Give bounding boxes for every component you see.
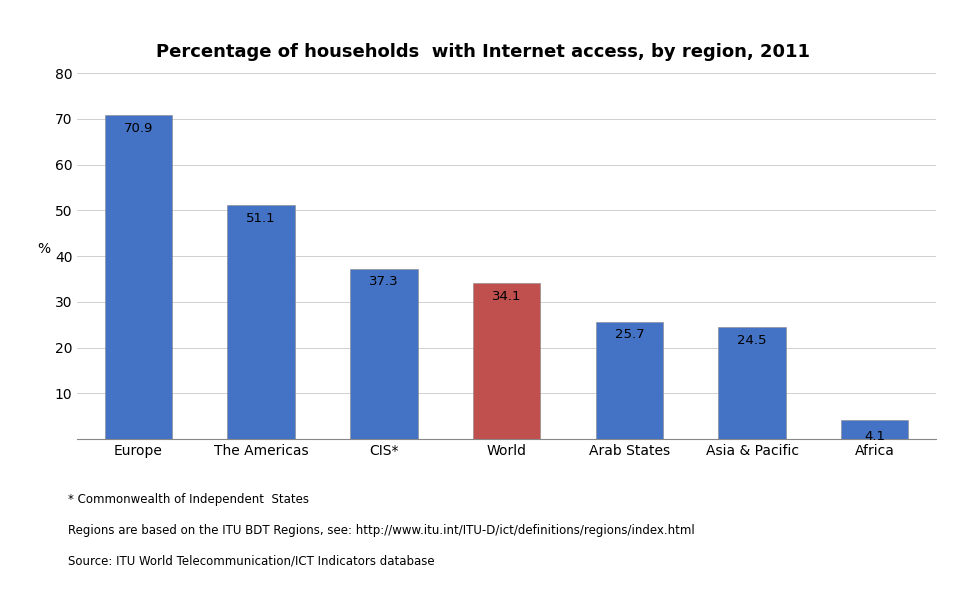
Text: 70.9: 70.9 bbox=[124, 122, 153, 135]
Bar bbox=[718, 327, 786, 439]
Text: Percentage of households  with Internet access, by region, 2011: Percentage of households with Internet a… bbox=[155, 43, 810, 61]
Text: 34.1: 34.1 bbox=[492, 290, 521, 303]
Text: 37.3: 37.3 bbox=[370, 276, 399, 289]
Bar bbox=[228, 206, 295, 439]
Y-axis label: %: % bbox=[37, 242, 50, 256]
Text: Regions are based on the ITU BDT Regions, see: http://www.itu.int/ITU-D/ict/defi: Regions are based on the ITU BDT Regions… bbox=[68, 524, 694, 537]
Text: 4.1: 4.1 bbox=[865, 430, 885, 443]
Text: 51.1: 51.1 bbox=[246, 212, 276, 225]
Bar bbox=[841, 420, 908, 439]
Bar bbox=[473, 283, 540, 439]
Text: 24.5: 24.5 bbox=[737, 334, 767, 347]
Bar bbox=[350, 268, 418, 439]
Text: Source: ITU World Telecommunication/ICT Indicators database: Source: ITU World Telecommunication/ICT … bbox=[68, 554, 434, 567]
Bar bbox=[105, 115, 173, 439]
Text: * Commonwealth of Independent  States: * Commonwealth of Independent States bbox=[68, 493, 309, 506]
Bar bbox=[595, 321, 663, 439]
Text: 25.7: 25.7 bbox=[615, 328, 644, 342]
